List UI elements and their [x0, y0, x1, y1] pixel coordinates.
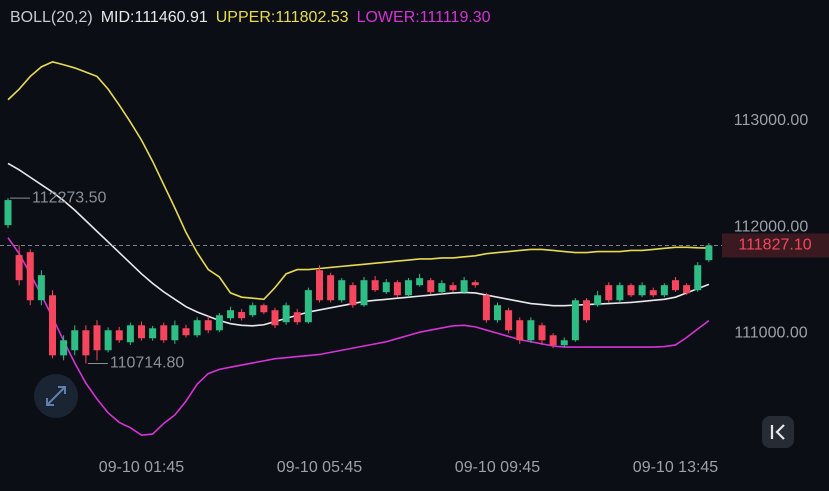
marker-label: 110714.80: [110, 355, 185, 372]
candle-body: [160, 325, 168, 341]
x-tick-label: 09-10 01:45: [99, 459, 185, 476]
candle-body: [193, 320, 201, 336]
candle-body: [104, 330, 112, 351]
candle-body: [594, 295, 602, 306]
candle-body: [482, 295, 490, 321]
candle-body: [93, 325, 101, 351]
candle-body: [182, 328, 190, 336]
last-price-box: [722, 233, 829, 258]
plot: 111000.00 112000.00 113000.00 09-10 01:45 09…: [0, 61, 829, 476]
candle-body: [215, 315, 223, 331]
candle-body: [60, 340, 68, 356]
candle-body: [126, 325, 134, 343]
candle-body: [571, 300, 579, 341]
candle-body: [538, 325, 546, 341]
candle-body: [138, 325, 145, 339]
candle-body: [705, 245, 713, 261]
candle-body: [26, 252, 34, 301]
candle-body: [149, 328, 157, 339]
candle-body: [82, 330, 90, 356]
candle-body: [416, 278, 424, 286]
candle-body: [227, 310, 234, 319]
candle-body: [327, 275, 335, 301]
candle-body: [304, 290, 312, 323]
candle-body: [171, 325, 179, 341]
candle-body: [471, 282, 479, 286]
x-tick-label: 09-10 13:45: [633, 459, 719, 476]
candle-body: [505, 310, 513, 331]
candle-body: [15, 255, 23, 281]
candle-body: [694, 265, 702, 291]
candle-body: [115, 330, 123, 341]
band-line: [7, 237, 710, 436]
legend-entry: MID:111460.91: [100, 9, 208, 26]
candle-body: [282, 305, 290, 323]
candle-body: [382, 282, 390, 293]
legend-entry: UPPER:111802.53: [215, 9, 349, 26]
y-tick-label: 113000.00: [734, 112, 809, 129]
candle-body: [204, 320, 212, 331]
x-tick-label: 09-10 05:45: [277, 459, 363, 476]
candle-body: [293, 312, 301, 323]
candle-body: [616, 285, 624, 301]
candle-body: [660, 285, 668, 296]
candle-body: [405, 280, 412, 296]
candle-body: [371, 280, 379, 291]
candle-body: [271, 310, 279, 326]
candle-body: [638, 285, 646, 296]
candle-body: [393, 282, 401, 296]
scroll-icon[interactable]: [770, 424, 785, 440]
candle-body: [438, 283, 446, 293]
candle-body: [427, 280, 435, 293]
candle-body: [338, 280, 346, 301]
candle-body: [627, 285, 635, 296]
candle-body: [49, 295, 56, 356]
candle-body: [683, 285, 691, 294]
band-line: [7, 61, 709, 301]
expand-button[interactable]: [34, 374, 78, 418]
candle-body: [649, 290, 657, 296]
indicator-name: BOLL(20,2): [10, 9, 93, 26]
candle-body: [4, 200, 12, 226]
candle-body: [516, 320, 524, 341]
candle-body: [549, 335, 557, 346]
candle-body: [672, 280, 679, 291]
candle-body: [316, 270, 323, 301]
candle-body: [360, 280, 368, 306]
candle-body: [349, 285, 357, 306]
candle-body: [238, 312, 246, 319]
candle-body: [260, 305, 268, 313]
candle-body: [560, 340, 568, 346]
candle-body: [460, 280, 468, 293]
band-line: [7, 162, 710, 327]
last-price-label: 111827.10: [738, 237, 811, 254]
legend-entry: LOWER:111119.30: [356, 9, 491, 26]
candle-body: [527, 320, 535, 341]
candle-body: [494, 305, 501, 321]
marker-label: 112273.50: [32, 189, 107, 206]
indicator-header: BOLL(20,2) MID:111460.91 UPPER:111802.53…: [10, 9, 491, 27]
candle-body: [249, 305, 257, 316]
y-tick-label: 111000.00: [734, 324, 807, 341]
candle-body: [37, 275, 45, 301]
candle-body: [605, 285, 613, 301]
candle-body: [71, 330, 79, 351]
candle-body: [449, 285, 457, 291]
scroll-latest-button[interactable]: [762, 416, 794, 448]
x-tick-label: 09-10 09:45: [455, 459, 541, 476]
y-tick-label: 112000.00: [734, 218, 809, 235]
candle-body: [583, 300, 590, 321]
expand-icon[interactable]: [46, 386, 66, 406]
